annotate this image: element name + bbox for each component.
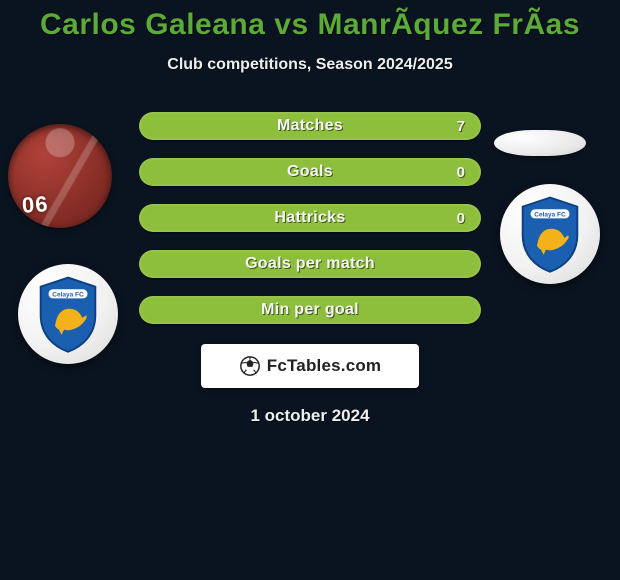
- club-badge-left-label: Celaya FC: [52, 291, 84, 298]
- stat-bar-min-per-goal: Min per goal: [139, 296, 481, 324]
- stat-bar-hattricks: Hattricks 0: [139, 204, 481, 232]
- shield-icon: Celaya FC: [34, 275, 102, 353]
- stat-bar-goals: Goals 0: [139, 158, 481, 186]
- stat-label: Matches: [141, 114, 479, 138]
- club-badge-left: Celaya FC: [18, 264, 118, 364]
- stats-bars: Matches 7 Goals 0 Hattricks 0 Goals per …: [139, 112, 481, 324]
- soccer-ball-icon: [239, 355, 261, 377]
- player-left-avatar-text: 06: [21, 191, 49, 219]
- stat-bar-matches: Matches 7: [139, 112, 481, 140]
- club-badge-right-label: Celaya FC: [534, 211, 566, 218]
- page-subtitle: Club competitions, Season 2024/2025: [0, 56, 620, 74]
- stat-value: 7: [457, 114, 465, 138]
- date-label: 1 october 2024: [0, 406, 620, 426]
- stat-label: Hattricks: [141, 206, 479, 230]
- brand-badge[interactable]: FcTables.com: [201, 344, 419, 388]
- brand-label: FcTables.com: [267, 356, 382, 376]
- stat-label: Goals: [141, 160, 479, 184]
- stat-value: 0: [457, 206, 465, 230]
- player-left-avatar: 06: [8, 124, 112, 228]
- comparison-panel: 06 Celaya FC Celaya FC Matches 7 Goals 0: [0, 112, 620, 426]
- page-title: Carlos Galeana vs ManrÃ­quez FrÃ­as: [0, 8, 620, 42]
- stat-value: 0: [457, 160, 465, 184]
- stat-bar-goals-per-match: Goals per match: [139, 250, 481, 278]
- shield-icon: Celaya FC: [516, 195, 584, 273]
- club-badge-right: Celaya FC: [500, 184, 600, 284]
- player-right-avatar: [494, 130, 586, 156]
- stat-label: Goals per match: [141, 252, 479, 276]
- stat-label: Min per goal: [141, 298, 479, 322]
